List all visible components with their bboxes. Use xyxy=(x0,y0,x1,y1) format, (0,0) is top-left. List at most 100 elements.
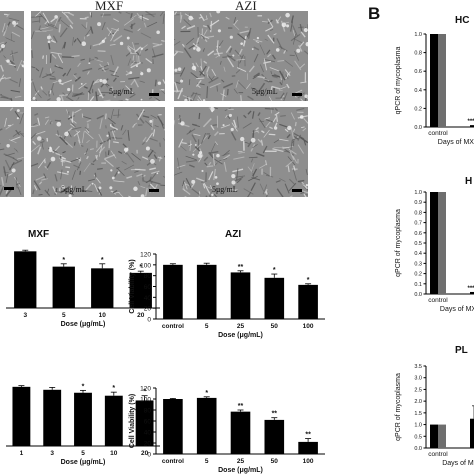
significance-mark: * xyxy=(112,385,115,392)
y-tick-label: 0.8 xyxy=(414,51,422,57)
chart-title-h: H xyxy=(465,176,473,187)
bar xyxy=(196,397,217,454)
y-tick-label: 0.4 xyxy=(414,251,422,257)
x-tick-label: 5 xyxy=(205,323,209,330)
y-tick-label: 100 xyxy=(140,262,151,269)
dose-label: 5μg/mL xyxy=(252,87,278,96)
bar xyxy=(135,400,154,446)
panel-letter-b: B xyxy=(368,4,381,23)
x-axis-label: Days of MXF xyxy=(438,139,474,146)
chart-hc-qpcr: 0.0 0.2 0.4 0.6 0.8 1.0 qPCR of mycoplasma cont… xyxy=(392,22,474,162)
x-axis-label: Days of MX xyxy=(440,306,474,313)
dose-label: 5μg/mL xyxy=(109,87,135,96)
micrograph-texture xyxy=(0,107,24,197)
y-tick-label: 0 xyxy=(147,317,151,324)
y-tick-label: 40 xyxy=(144,430,152,437)
y-tick-label: 0.8 xyxy=(414,210,422,216)
significance-mark: *** xyxy=(467,119,474,125)
scale-bar xyxy=(4,187,14,190)
y-tick-label: 80 xyxy=(144,408,152,415)
chart-row2-right-viability: 0 20 40 60 80 100 120 Cell Viability (%) control… xyxy=(120,372,330,474)
y-tick-label: 20 xyxy=(144,306,152,313)
bar xyxy=(264,277,285,319)
chart-title-mxf: MXF xyxy=(28,229,50,240)
y-tick-label: 0.7 xyxy=(414,221,422,227)
y-tick-label: 0.3 xyxy=(414,261,422,267)
bar xyxy=(438,424,446,448)
column-label-mxf: MXF xyxy=(95,0,124,13)
x-tick-label: 5 xyxy=(205,458,209,465)
bar xyxy=(163,399,183,454)
bar xyxy=(298,441,318,454)
bar xyxy=(196,264,217,319)
x-axis-label: Days of M xyxy=(442,460,474,467)
bar xyxy=(470,418,474,448)
scale-bar xyxy=(292,189,302,192)
x-tick-label: 100 xyxy=(303,323,314,330)
x-tick-label: 1 xyxy=(20,450,24,457)
x-axis-label: Dose (μg/mL) xyxy=(61,321,106,328)
y-tick-label: 1.0 xyxy=(414,190,422,196)
scale-bar xyxy=(149,93,159,96)
bar xyxy=(430,424,438,448)
y-tick-label: 0.1 xyxy=(414,282,422,288)
y-tick-label: 0.5 xyxy=(414,241,422,247)
micrograph-texture xyxy=(31,108,165,197)
significance-mark: ** xyxy=(238,264,244,271)
y-tick-label: 2.0 xyxy=(414,399,422,405)
micrograph-texture xyxy=(174,11,308,101)
y-tick-label: 100 xyxy=(140,397,151,404)
y-tick-label: 60 xyxy=(144,419,152,426)
significance-mark: * xyxy=(143,389,146,396)
y-tick-label: 0.6 xyxy=(414,69,422,75)
bar xyxy=(430,34,438,127)
x-axis-label: Dose (μg/mL) xyxy=(218,332,263,339)
significance-mark: ** xyxy=(238,403,244,410)
x-tick-label: control xyxy=(162,323,184,330)
bar xyxy=(12,386,31,446)
y-axis-label: qPCR of mycoplasma xyxy=(395,209,402,277)
y-tick-label: 2.5 xyxy=(414,387,422,393)
y-tick-label: 40 xyxy=(144,295,152,302)
y-tick-label: 80 xyxy=(144,273,152,280)
bar xyxy=(74,392,92,446)
y-tick-label: 60 xyxy=(144,284,152,291)
chart-mxf-viability: 3 * 5 * 10 * 20 Dose (μg/mL) xyxy=(0,240,165,328)
y-axis-label: Cell Viability (%) xyxy=(129,259,136,313)
y-tick-label: 120 xyxy=(140,386,151,393)
y-tick-label: 0.0 xyxy=(414,446,422,452)
bar xyxy=(430,192,438,294)
x-tick-label: 3 xyxy=(50,450,54,457)
bar xyxy=(43,389,62,446)
y-tick-label: 20 xyxy=(144,441,152,448)
x-tick-label: 20 xyxy=(137,312,145,319)
significance-mark: ** xyxy=(272,411,278,418)
bar xyxy=(298,284,318,319)
micrograph-row1-azi: 5μg/mL xyxy=(174,11,308,101)
significance-mark: * xyxy=(205,390,208,397)
x-axis-label: Dose (μg/mL) xyxy=(218,467,263,474)
micrograph-row2-mxf: 5μg/mL xyxy=(31,107,165,197)
y-tick-label: 3.0 xyxy=(414,376,422,382)
bar xyxy=(52,266,75,308)
x-tick-label: 50 xyxy=(271,458,279,465)
chart-svg: 0.0 0.2 0.4 0.6 0.8 1.0 qPCR of mycoplasma cont… xyxy=(395,32,474,146)
y-tick-label: 0.0 xyxy=(414,125,422,131)
significance-mark: ** xyxy=(305,432,311,439)
scale-bar xyxy=(292,93,302,96)
significance-mark: * xyxy=(101,257,104,264)
x-tick-label: 3 xyxy=(23,312,27,319)
bar xyxy=(438,192,446,294)
significance-mark: * xyxy=(307,277,310,284)
bar xyxy=(163,264,183,319)
significance-mark: *** xyxy=(467,286,474,292)
bar xyxy=(14,251,37,308)
micrograph-texture xyxy=(31,11,165,101)
micrograph-texture xyxy=(0,13,24,101)
chart-h-qpcr: 0.0 0.1 0.2 0.3 0.4 0.5 0.6 0.7 0.8 0.9 1.0 qPCR of… xyxy=(392,184,474,329)
micrograph-row1-control xyxy=(0,11,24,101)
y-tick-label: 0.4 xyxy=(414,88,422,94)
x-tick-label: 50 xyxy=(271,323,279,330)
chart-title-pl: PL xyxy=(455,345,468,356)
